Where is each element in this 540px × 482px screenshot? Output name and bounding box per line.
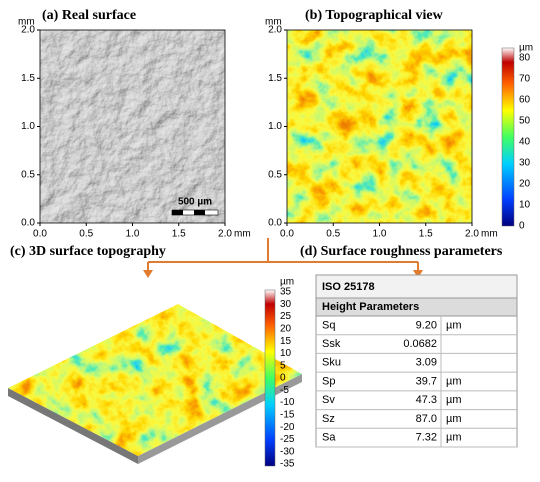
colorbar-tick-label: 0	[519, 221, 525, 232]
colorbar-tick-label: -20	[280, 422, 295, 433]
panel-title: (b) Topographical view	[305, 8, 444, 23]
colorbar-tick-label: 0	[280, 373, 286, 384]
surface-side	[138, 374, 302, 464]
colorbar-tick-label: 60	[519, 95, 531, 106]
param-value: 3.09	[416, 357, 437, 369]
scale-bar-label: 500 µm	[178, 197, 212, 208]
y-tick-label: 1.5	[268, 73, 282, 84]
x-tick-label: 1.5	[172, 229, 186, 240]
x-tick-label: 1.5	[419, 229, 433, 240]
colorbar-tick-label: 10	[280, 348, 292, 359]
param-value: 0.0682	[403, 338, 437, 350]
x-tick-label: 2.0	[465, 229, 479, 240]
y-tick-label: 0.0	[21, 218, 35, 229]
x-tick-label: 0.5	[79, 229, 93, 240]
colorbar-tick-label: -15	[280, 409, 295, 420]
param-unit: µm	[446, 375, 462, 387]
param-name: Sku	[322, 357, 341, 369]
colorbar-tick-label: -30	[280, 446, 295, 457]
colorbar-tick-label: 30	[280, 299, 292, 310]
param-unit: µm	[446, 394, 462, 406]
param-unit: µm	[446, 319, 462, 331]
colorbar-tick-label: 25	[280, 311, 292, 322]
scale-bar-seg	[172, 210, 183, 215]
topography-image	[287, 30, 472, 223]
colorbar-tick-label: 70	[519, 74, 531, 85]
x-tick-label: 1.0	[373, 229, 387, 240]
y-tick-label: 1.0	[268, 121, 282, 132]
surface-3d	[8, 304, 302, 456]
x-tick-label: 2.0	[218, 229, 232, 240]
colorbar-tick-label: 80	[519, 53, 531, 64]
surface-side	[8, 388, 138, 464]
scale-bar-seg	[194, 210, 205, 215]
param-value: 47.3	[416, 394, 437, 406]
param-name: Sp	[322, 375, 335, 387]
colorbar-tick-label: 30	[519, 158, 531, 169]
colorbar-tick-label: 20	[519, 179, 531, 190]
x-tick-label: 0.0	[280, 229, 294, 240]
param-value: 7.32	[416, 432, 437, 444]
colorbar-tick-label: 5	[280, 360, 286, 371]
param-value: 39.7	[416, 375, 437, 387]
colorbar-tick-label: 20	[280, 323, 292, 334]
colorbar-unit: µm	[280, 277, 294, 288]
colorbar-unit: µm	[519, 43, 533, 54]
colorbar-tick-label: -10	[280, 397, 295, 408]
y-tick-label: 1.5	[21, 73, 35, 84]
x-tick-label: 0.0	[33, 229, 47, 240]
axis-unit: mm	[18, 17, 35, 28]
param-name: Ssk	[322, 338, 341, 350]
colorbar-tick-label: 10	[519, 200, 531, 211]
colorbar	[501, 47, 515, 227]
y-tick-label: 0.5	[21, 169, 35, 180]
y-tick-label: 0.0	[268, 218, 282, 229]
arrow	[413, 270, 423, 278]
param-name: Sv	[322, 394, 335, 406]
colorbar-tick-label: 15	[280, 336, 292, 347]
y-tick-label: 2.0	[268, 25, 282, 36]
param-name: Sa	[322, 432, 336, 444]
axis-unit: mm	[265, 17, 282, 28]
param-value: 9.20	[416, 319, 437, 331]
y-tick-label: 1.0	[21, 121, 35, 132]
arrow	[143, 270, 153, 278]
y-tick-label: 2.0	[21, 25, 35, 36]
axis-unit: mm	[481, 229, 498, 240]
table-section	[315, 297, 518, 317]
colorbar-tick-label: 40	[519, 137, 531, 148]
axis-unit: mm	[234, 229, 251, 240]
x-tick-label: 1.0	[126, 229, 140, 240]
param-unit: µm	[446, 432, 462, 444]
param-unit: µm	[446, 413, 462, 425]
panel-title: (c) 3D surface topography	[10, 244, 166, 259]
param-name: Sz	[322, 413, 335, 425]
colorbar-tick-label: -25	[280, 434, 295, 445]
real-surface-image	[40, 30, 225, 223]
panel-title: (d) Surface roughness parameters	[300, 244, 503, 259]
colorbar-tick-label: -5	[280, 385, 289, 396]
colorbar-tick-label: 35	[280, 287, 292, 298]
param-value: 87.0	[416, 413, 437, 425]
colorbar-tick-label: -35	[280, 459, 295, 470]
param-name: Sq	[322, 319, 335, 331]
colorbar	[264, 289, 276, 467]
table-section: Height Parameters	[322, 301, 419, 313]
colorbar-tick-label: 50	[519, 116, 531, 127]
panel-title: (a) Real surface	[42, 8, 136, 23]
table-title: ISO 25178	[322, 281, 375, 293]
y-tick-label: 0.5	[268, 169, 282, 180]
x-tick-label: 0.5	[326, 229, 340, 240]
